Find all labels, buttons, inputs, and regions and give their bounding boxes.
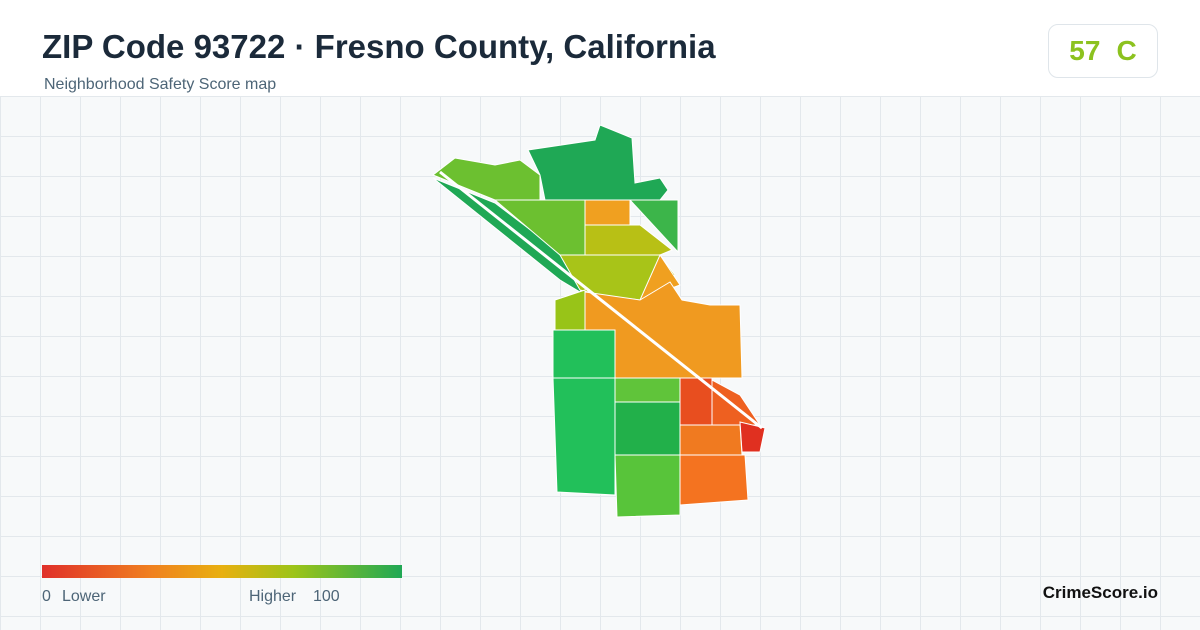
area [614, 377, 681, 403]
railway [439, 170, 763, 430]
area [679, 454, 749, 506]
area [614, 401, 681, 456]
legend-min: 0 [42, 588, 51, 605]
score-value: 57 [1069, 35, 1101, 66]
area [584, 224, 673, 256]
score-grade: C [1116, 35, 1137, 66]
legend-max: 100 [313, 588, 340, 605]
area [552, 377, 616, 496]
brand: CrimeScore.io [1042, 583, 1158, 602]
area [628, 199, 679, 254]
legend-max-label: Higher [249, 588, 297, 605]
area [552, 329, 616, 379]
area [554, 289, 586, 331]
subtitle: Neighborhood Safety Score map [44, 76, 277, 93]
score-badge: 57 C [1048, 24, 1158, 78]
area [584, 199, 631, 226]
area [679, 424, 743, 456]
area [711, 379, 761, 426]
legend-min-label: Lower [62, 588, 106, 605]
area [527, 124, 669, 201]
area [614, 454, 681, 518]
legend-gradient [42, 565, 402, 578]
title: ZIP Code 93722 · Fresno County, Californ… [42, 28, 716, 65]
